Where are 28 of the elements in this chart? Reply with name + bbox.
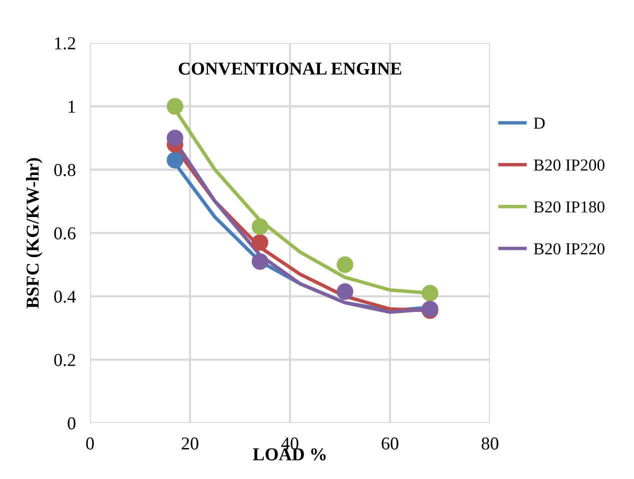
y-tick-label: 0.6 — [54, 227, 76, 240]
text: CONVENTIONAL ENGINE — [178, 62, 402, 75]
x-tick-label: 80 — [482, 437, 498, 450]
legend-label: B20 IP200 — [534, 159, 604, 171]
y-tick-label: 0.4 — [54, 290, 76, 303]
y-axis-title: BSFC (KG/KW-hr) — [26, 158, 42, 308]
y-tick-label: 0.2 — [54, 354, 76, 366]
point — [252, 218, 268, 235]
x-axis-title: LOAD % — [252, 448, 326, 460]
x-tick-label: 20 — [182, 437, 198, 450]
point — [166, 152, 184, 168]
y-tick-label: 0 — [68, 417, 76, 430]
point — [336, 256, 354, 273]
legend-label: D — [534, 118, 545, 129]
y-tick-label: 1 — [68, 100, 76, 113]
point — [166, 130, 184, 146]
x-tick-label: 0 — [86, 437, 94, 450]
y-tick-label: 1.2 — [55, 37, 76, 50]
point — [166, 98, 184, 115]
legend-label: B20 IP220 — [534, 243, 604, 254]
point — [336, 283, 354, 300]
point — [252, 234, 268, 251]
y-tick-label: 0.8 — [54, 164, 76, 176]
x-tick-label: 40 — [281, 437, 298, 450]
x-tick-label: 60 — [382, 437, 398, 450]
legend-label: B20 IP180 — [534, 201, 604, 213]
point — [252, 253, 268, 270]
point — [422, 284, 438, 302]
